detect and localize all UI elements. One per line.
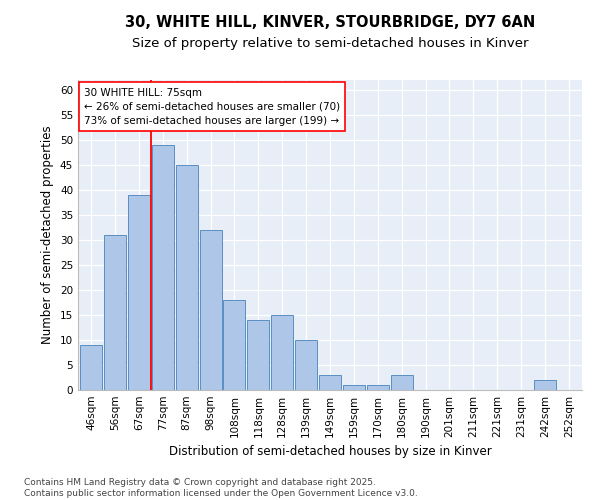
Bar <box>247 320 269 390</box>
Y-axis label: Number of semi-detached properties: Number of semi-detached properties <box>41 126 55 344</box>
X-axis label: Distribution of semi-detached houses by size in Kinver: Distribution of semi-detached houses by … <box>169 446 491 458</box>
Bar <box>391 375 413 390</box>
Bar <box>534 380 556 390</box>
Bar <box>223 300 245 390</box>
Text: Size of property relative to semi-detached houses in Kinver: Size of property relative to semi-detach… <box>132 38 528 51</box>
Bar <box>271 315 293 390</box>
Bar <box>176 165 197 390</box>
Bar <box>343 385 365 390</box>
Bar <box>367 385 389 390</box>
Text: Contains HM Land Registry data © Crown copyright and database right 2025.
Contai: Contains HM Land Registry data © Crown c… <box>24 478 418 498</box>
Bar <box>104 235 126 390</box>
Bar <box>80 345 102 390</box>
Bar <box>152 145 174 390</box>
Text: 30 WHITE HILL: 75sqm
← 26% of semi-detached houses are smaller (70)
73% of semi-: 30 WHITE HILL: 75sqm ← 26% of semi-detac… <box>84 88 340 126</box>
Bar <box>295 340 317 390</box>
Bar <box>319 375 341 390</box>
Text: 30, WHITE HILL, KINVER, STOURBRIDGE, DY7 6AN: 30, WHITE HILL, KINVER, STOURBRIDGE, DY7… <box>125 15 535 30</box>
Bar <box>128 195 150 390</box>
Bar <box>200 230 221 390</box>
